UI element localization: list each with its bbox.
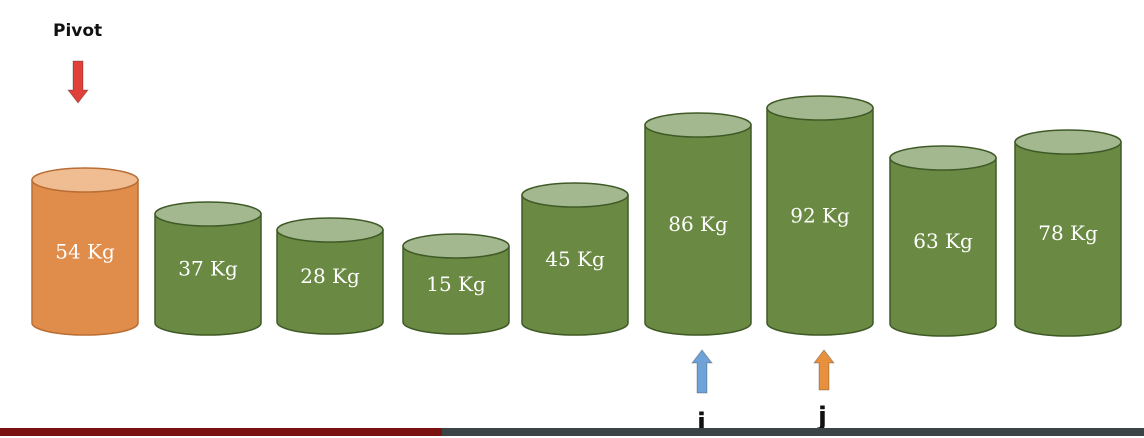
cylinder-top — [889, 145, 997, 171]
weight-label: 92 Kg — [790, 204, 850, 228]
cylinder-body — [1014, 141, 1122, 337]
i-pointer-label: i — [697, 408, 706, 438]
cylinder-top — [276, 217, 384, 243]
cylinder-body — [31, 179, 139, 336]
pivot-cylinder: 54 Kg — [31, 167, 139, 336]
cylinder-body — [276, 229, 384, 335]
cylinder-top — [402, 233, 510, 259]
weight-label: 15 Kg — [426, 272, 486, 296]
cylinder-body — [766, 107, 874, 336]
pivot-label: Pivot — [53, 21, 103, 41]
cylinder-top — [154, 201, 262, 227]
weight-cylinder: 37 Kg — [154, 201, 262, 336]
weight-cylinder: 63 Kg — [889, 145, 997, 337]
weight-label: 86 Kg — [668, 212, 728, 236]
cylinder-group: 54 Kg 37 Kg 28 Kg 15 Kg 45 Kg 86 Kg 92 Kg 63 Kg… — [31, 95, 1122, 337]
cylinder-body — [889, 157, 997, 337]
j-pointer-label: j — [818, 402, 827, 432]
cylinder-top — [766, 95, 874, 121]
footer-bar-left — [0, 428, 442, 436]
weight-label: 78 Kg — [1038, 221, 1098, 245]
weight-cylinder: 92 Kg — [766, 95, 874, 336]
weight-cylinder: 28 Kg — [276, 217, 384, 335]
weight-label: 37 Kg — [178, 257, 238, 281]
weight-label: 28 Kg — [300, 264, 360, 288]
weight-cylinder: 15 Kg — [402, 233, 510, 335]
j-pointer-arrow-icon — [812, 349, 836, 391]
cylinder-top — [644, 112, 752, 138]
cylinder-body — [521, 194, 629, 336]
cylinder-body — [644, 124, 752, 336]
weight-cylinder: 45 Kg — [521, 182, 629, 336]
footer-bar-right — [442, 428, 1144, 436]
cylinder-top — [1014, 129, 1122, 155]
i-pointer-arrow-icon — [690, 349, 714, 394]
cylinder-body — [402, 245, 510, 335]
cylinder-top — [521, 182, 629, 208]
weight-cylinder: 78 Kg — [1014, 129, 1122, 337]
cylinder-top — [31, 167, 139, 193]
pivot-arrow-icon — [66, 60, 90, 104]
cylinder-body — [154, 213, 262, 336]
weight-label: 45 Kg — [545, 247, 605, 271]
arrow-group — [66, 60, 836, 394]
weight-cylinder: 86 Kg — [644, 112, 752, 336]
weight-label: 54 Kg — [55, 240, 115, 264]
weight-label: 63 Kg — [913, 229, 973, 253]
